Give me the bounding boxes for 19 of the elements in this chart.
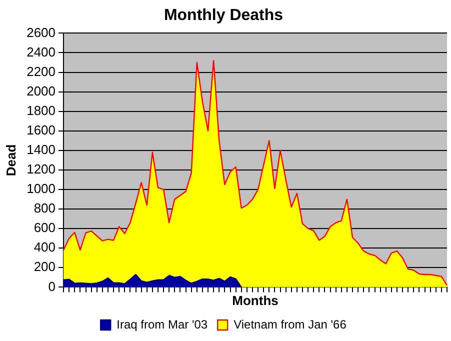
y-tick-label: 600 <box>34 220 56 236</box>
y-tick-label: 2600 <box>26 24 56 40</box>
y-axis-title: Dead <box>3 144 18 176</box>
y-tick-label: 2400 <box>26 44 56 60</box>
y-tick-label: 1600 <box>26 122 56 138</box>
x-axis-title: Months <box>232 292 278 308</box>
y-tick-label: 800 <box>34 200 56 216</box>
y-tick-label: 200 <box>34 259 56 274</box>
y-tick-label: 2000 <box>26 83 56 98</box>
legend-label: Iraq from Mar '03 <box>116 317 208 332</box>
y-tick-label: 0 <box>48 278 56 294</box>
chart-title: Monthly Deaths <box>164 7 284 24</box>
legend-label: Vietnam from Jan '66 <box>234 317 347 332</box>
y-tick-label: 400 <box>34 240 56 255</box>
y-tick-label: 1000 <box>26 181 56 196</box>
y-tick-label: 2200 <box>26 64 56 79</box>
y-tick-label: 1400 <box>26 142 56 158</box>
y-tick-label: 1800 <box>26 102 56 118</box>
y-tick-label: 1200 <box>26 162 56 177</box>
